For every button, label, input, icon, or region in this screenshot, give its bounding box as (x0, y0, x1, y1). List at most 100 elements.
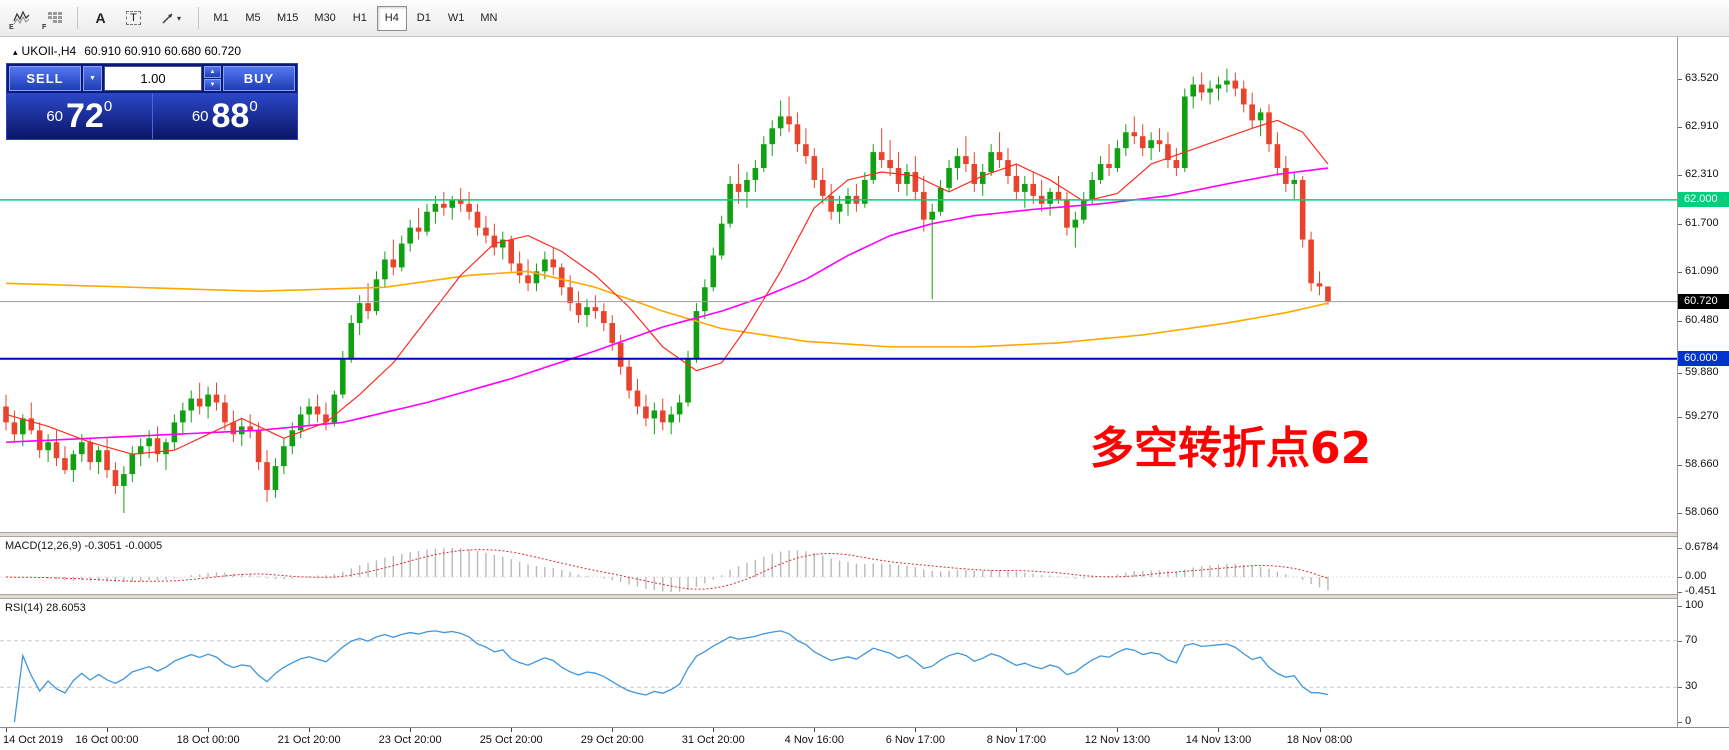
timeframe-m30[interactable]: M30 (307, 6, 342, 31)
time-axis-label: 8 Nov 17:00 (986, 734, 1047, 746)
time-axis-tick (1117, 728, 1119, 732)
rsi-axis-label: 100 (1685, 599, 1704, 611)
trendline-icon (162, 13, 173, 24)
price-axis-label: 63.520 (1685, 72, 1719, 84)
pane-splitter[interactable] (0, 594, 1729, 599)
timeframe-h4[interactable]: H4 (376, 5, 407, 31)
macd-indicator-pane[interactable] (0, 537, 1677, 594)
time-axis-label: 21 Oct 20:00 (277, 734, 341, 746)
text-tool-button[interactable]: A (85, 5, 116, 32)
sell-button[interactable]: SELL (9, 66, 81, 91)
price-axis-label: 61.700 (1685, 216, 1719, 229)
price-axis-label: 60.480 (1685, 313, 1719, 326)
price-axis-tick (1678, 373, 1682, 375)
volume-stepper: ▲ ▼ (204, 66, 221, 91)
tool-badge: E (9, 23, 14, 31)
rsi-axis-tick (1678, 722, 1682, 723)
macd-indicator-label: MACD(12,26,9) -0.3051 -0.0005 (5, 540, 163, 552)
timeframe-m1[interactable]: M1 (206, 6, 236, 31)
collapse-icon[interactable]: ▴ (13, 47, 18, 57)
market-grid-button[interactable]: F (39, 5, 70, 32)
time-axis-label: 18 Oct 00:00 (176, 734, 240, 746)
price-axis-tick (1678, 127, 1682, 129)
price-level-badge: 62.000 (1678, 191, 1729, 207)
price-axis-label: 58.060 (1685, 506, 1719, 518)
time-axis-label: 6 Nov 17:00 (885, 734, 946, 746)
volume-down-button[interactable]: ▼ (204, 79, 221, 91)
time-axis-label: 12 Nov 13:00 (1084, 734, 1151, 746)
time-axis-label: 4 Nov 16:00 (784, 734, 844, 746)
timeframe-m15[interactable]: M15 (270, 6, 305, 31)
price-axis-tick (1678, 465, 1682, 467)
pane-splitter[interactable] (0, 532, 1729, 537)
sell-price-display[interactable]: 60 72 0 (7, 93, 153, 139)
rsi-axis-label: 0 (1685, 715, 1692, 727)
time-axis-label: 25 Oct 20:00 (479, 734, 543, 746)
macd-axis-tick (1678, 548, 1682, 549)
chart-symbol-header: ▴ UKOIl-,H4 60.910 60.910 60.680 60.720 (13, 44, 241, 58)
toolbar-separator (198, 7, 199, 29)
time-axis-tick (6, 728, 7, 732)
timeframe-d1[interactable]: D1 (409, 6, 439, 31)
rsi-axis-label: 30 (1685, 680, 1698, 693)
time-axis-label: 23 Oct 20:00 (378, 734, 442, 746)
price-axis-label: 59.270 (1685, 409, 1719, 422)
time-axis-tick (1016, 728, 1018, 732)
buy-button[interactable]: BUY (223, 66, 295, 91)
label-tool-icon: T (126, 11, 141, 25)
time-axis-label: 18 Nov 08:00 (1286, 734, 1353, 746)
symbol-name: UKOIl-,H4 (21, 44, 77, 58)
macd-signal-line (5, 549, 1329, 590)
rsi-line (13, 630, 1329, 723)
macd-axis-tick (1678, 577, 1682, 578)
buy-price-display[interactable]: 60 88 0 (191, 97, 258, 135)
price-axis-label: 58.660 (1685, 458, 1719, 471)
one-click-trading-panel: SELL ▼ ▲ ▼ BUY 60 72 0 60 (6, 63, 298, 140)
time-axis-tick (814, 728, 816, 732)
price-axis-tick (1678, 513, 1682, 514)
price-axis-label: 62.910 (1685, 120, 1719, 133)
time-axis-tick (915, 728, 917, 732)
line-studies-button[interactable]: ▾ (151, 5, 191, 32)
rsi-indicator-label: RSI(14) 28.6053 (5, 602, 86, 614)
price-axis-label: 61.090 (1685, 265, 1719, 278)
time-axis-label: 14 Nov 13:00 (1185, 734, 1252, 746)
timeframe-mn[interactable]: MN (473, 6, 504, 31)
price-axis-tick (1678, 416, 1682, 418)
zigzag-icon (12, 10, 29, 25)
price-axis-tick (1678, 320, 1682, 322)
price-axis[interactable]: 63.520 62.910 62.310 61.700 61.090 60.480 59.8… (1677, 37, 1729, 727)
grid-icon (47, 12, 62, 23)
timeframe-m5[interactable]: M5 (238, 6, 268, 31)
rsi-indicator-pane[interactable] (0, 599, 1677, 727)
time-axis-tick (107, 728, 109, 732)
timeframe-h1[interactable]: H1 (345, 6, 375, 31)
volume-dropdown-button[interactable]: ▼ (83, 66, 102, 91)
rsi-axis-tick (1678, 687, 1682, 689)
time-axis-label: 14 Oct 2019 (3, 734, 63, 746)
price-axis-label: 62.310 (1685, 168, 1719, 181)
volume-input[interactable] (105, 67, 201, 90)
volume-field-wrap (104, 66, 202, 91)
timeframe-w1[interactable]: W1 (441, 6, 472, 31)
volume-up-button[interactable]: ▲ (204, 66, 221, 78)
time-axis-tick (309, 728, 311, 732)
time-axis[interactable]: 14 Oct 2019 16 Oct 00:00 18 Oct 00:00 21 Oc… (0, 727, 1729, 750)
rsi-axis-tick (1678, 640, 1682, 642)
macd-axis-label: -0.451 (1685, 585, 1717, 597)
time-axis-label: 31 Oct 20:00 (681, 734, 745, 746)
time-axis-tick (511, 728, 513, 732)
rsi-axis-tick (1678, 606, 1682, 607)
time-axis-tick (1319, 728, 1321, 732)
time-axis-tick (410, 728, 412, 732)
label-tool-button[interactable]: T (118, 5, 149, 32)
main-price-chart[interactable] (0, 37, 1677, 532)
rsi-axis-label: 70 (1685, 633, 1698, 646)
time-axis-tick (1218, 728, 1220, 732)
time-axis-tick (208, 728, 210, 732)
indicators-button[interactable]: E (6, 5, 37, 32)
time-axis-tick (612, 728, 614, 732)
price-axis-tick (1678, 223, 1682, 225)
price-axis-label: 59.880 (1685, 366, 1719, 379)
